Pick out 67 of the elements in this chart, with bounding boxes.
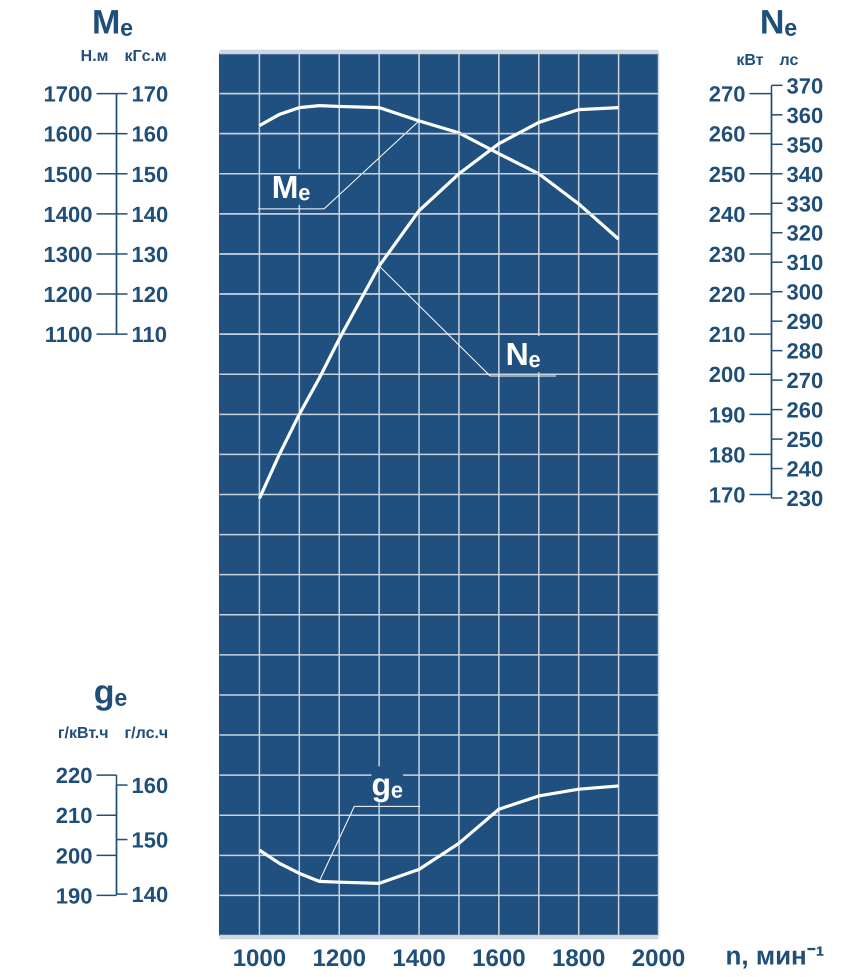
y-tick-label: 220 [708,282,746,308]
y2-tick-label: 110 [132,322,167,348]
y-tick-label: 200 [56,843,93,868]
text: Mₑ [92,4,134,42]
y2-tick-label: 160 [132,773,168,798]
y2-tick-label: 120 [132,282,168,308]
y-axis-title: Н.м [80,48,109,65]
x-tick-label: 1600 [472,945,526,972]
y-axis-title: г/кВт.ч [58,725,108,742]
y2-tick-label: 140 [132,882,168,908]
y2-tick-label: 340 [786,162,824,187]
text: gₑ [371,766,404,802]
y-tick-label: 260 [708,122,746,147]
y-tick-label: 190 [708,402,746,428]
y-tick-label: 230 [708,242,746,267]
y-tick-label: 1500 [44,162,93,187]
y-tick-label: 210 [708,322,746,348]
x-axis-title: n, мин⁻¹ [726,940,824,970]
y2-tick-label: 370 [786,73,824,98]
y2-tick-label: 300 [786,280,824,305]
y2-tick-label: 160 [132,122,168,147]
y2-tick-label: 350 [786,132,824,158]
y2-tick-label: 360 [786,102,824,128]
y2-tick-label: 280 [786,338,824,364]
y2-tick-label: 230 [786,486,824,512]
y2-axis-title: г/лс.ч [124,725,168,742]
x-tick-label: 1000 [232,945,286,972]
y-axis-title: кВт [736,52,764,69]
y2-tick-label: 240 [786,456,824,482]
y-tick-label: 1400 [44,202,93,227]
y-tick-label: 270 [708,82,746,107]
series-label: Mₑ [272,168,310,205]
y2-tick-label: 150 [132,162,168,187]
text: Nₑ [760,4,798,42]
y-tick-label: 1700 [44,82,93,107]
y-tick-label: 190 [56,883,93,908]
y-tick-label: 1100 [44,322,93,348]
y2-tick-label: 150 [132,828,168,853]
y2-tick-label: 140 [132,202,168,227]
y-tick-label: 250 [708,162,746,187]
y2-axis-title: кГс.м [124,48,167,65]
y-tick-label: 210 [56,803,93,828]
x-tick-label: 2000 [632,945,686,972]
y-tick-label: 1200 [44,282,93,308]
x-tick-label: 1400 [392,945,446,972]
y2-tick-label: 170 [132,82,168,107]
y-tick-label: 170 [708,482,746,508]
y-tick-label: 1300 [44,242,93,267]
y2-tick-label: 320 [786,220,824,246]
y2-tick-label: 130 [132,242,168,267]
y2-tick-label: 330 [786,191,824,216]
y-tick-label: 240 [708,202,746,227]
y2-tick-label: 290 [786,309,824,334]
y-tick-label: 220 [56,763,93,788]
y2-tick-label: 260 [786,398,824,423]
text: gₑ [94,674,128,712]
y-tick-label: 180 [708,442,746,468]
y2-tick-label: 250 [786,427,824,452]
y2-tick-label: 270 [786,368,824,394]
y-tick-label: 200 [708,362,746,388]
y2-axis-title: лс [780,52,798,69]
line-series [258,106,620,500]
y2-tick-label: 310 [786,250,824,276]
x-tick-label: 1800 [552,945,606,972]
x-tick-label: 1200 [312,945,366,972]
y-tick-label: 1600 [44,122,93,147]
text: Nₑ [506,336,541,372]
